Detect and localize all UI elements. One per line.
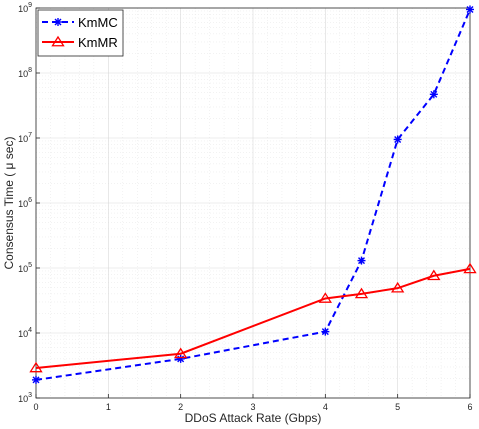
legend-entry-kmmr: KmMR	[78, 35, 118, 50]
legend-entry-kmmc: KmMC	[78, 15, 118, 30]
data-point-kmmr	[354, 287, 369, 299]
x-tick-label: 5	[395, 402, 400, 412]
y-tick-label: 108	[18, 67, 32, 79]
y-tick-label: 109	[18, 2, 32, 14]
legend-box	[37, 9, 124, 57]
data-point-kmmr	[463, 262, 477, 274]
data-point-kmmr	[390, 281, 405, 293]
y-tick-label: 103	[18, 392, 32, 404]
series-line-kmmr	[35, 267, 471, 369]
x-axis: 0 1 2 3 4 5 6	[33, 394, 473, 412]
y-tick-label: 104	[18, 327, 32, 339]
x-tick-label: 2	[178, 402, 183, 412]
y-tick-label: 107	[18, 132, 32, 144]
x-axis-label: DDoS Attack Rate (Gbps)	[185, 411, 322, 425]
data-point-kmmc	[32, 375, 40, 384]
legend-marker-kmmc	[54, 18, 62, 26]
data-point-kmmc	[466, 5, 474, 14]
data-point-kmmc	[357, 256, 366, 265]
x-tick-label: 0	[33, 402, 38, 412]
data-point-kmmc	[393, 135, 402, 144]
x-tick-label: 6	[467, 402, 472, 412]
legend-markers	[42, 18, 74, 47]
series-layer	[29, 5, 477, 384]
data-point-kmmr	[29, 361, 43, 373]
x-tick-label: 4	[323, 402, 328, 412]
y-tick-label: 106	[18, 197, 32, 209]
data-point-kmmr	[318, 292, 333, 303]
y-axis-label: Consensus Time ( μ sec)	[2, 137, 16, 270]
data-point-kmmr	[427, 269, 441, 281]
data-point-kmmc	[429, 90, 438, 99]
y-tick-label: 105	[18, 262, 32, 274]
legend-marker-kmmr	[51, 35, 65, 47]
data-point-kmmr	[173, 347, 188, 359]
data-point-kmmc	[321, 327, 330, 336]
data-point-kmmc	[176, 354, 185, 363]
x-tick-label: 1	[106, 402, 111, 412]
x-tick-label: 3	[250, 402, 255, 412]
legend: KmMC KmMR	[37, 9, 124, 57]
y-axis: 103 104 105 106 107 108 109	[18, 2, 40, 404]
